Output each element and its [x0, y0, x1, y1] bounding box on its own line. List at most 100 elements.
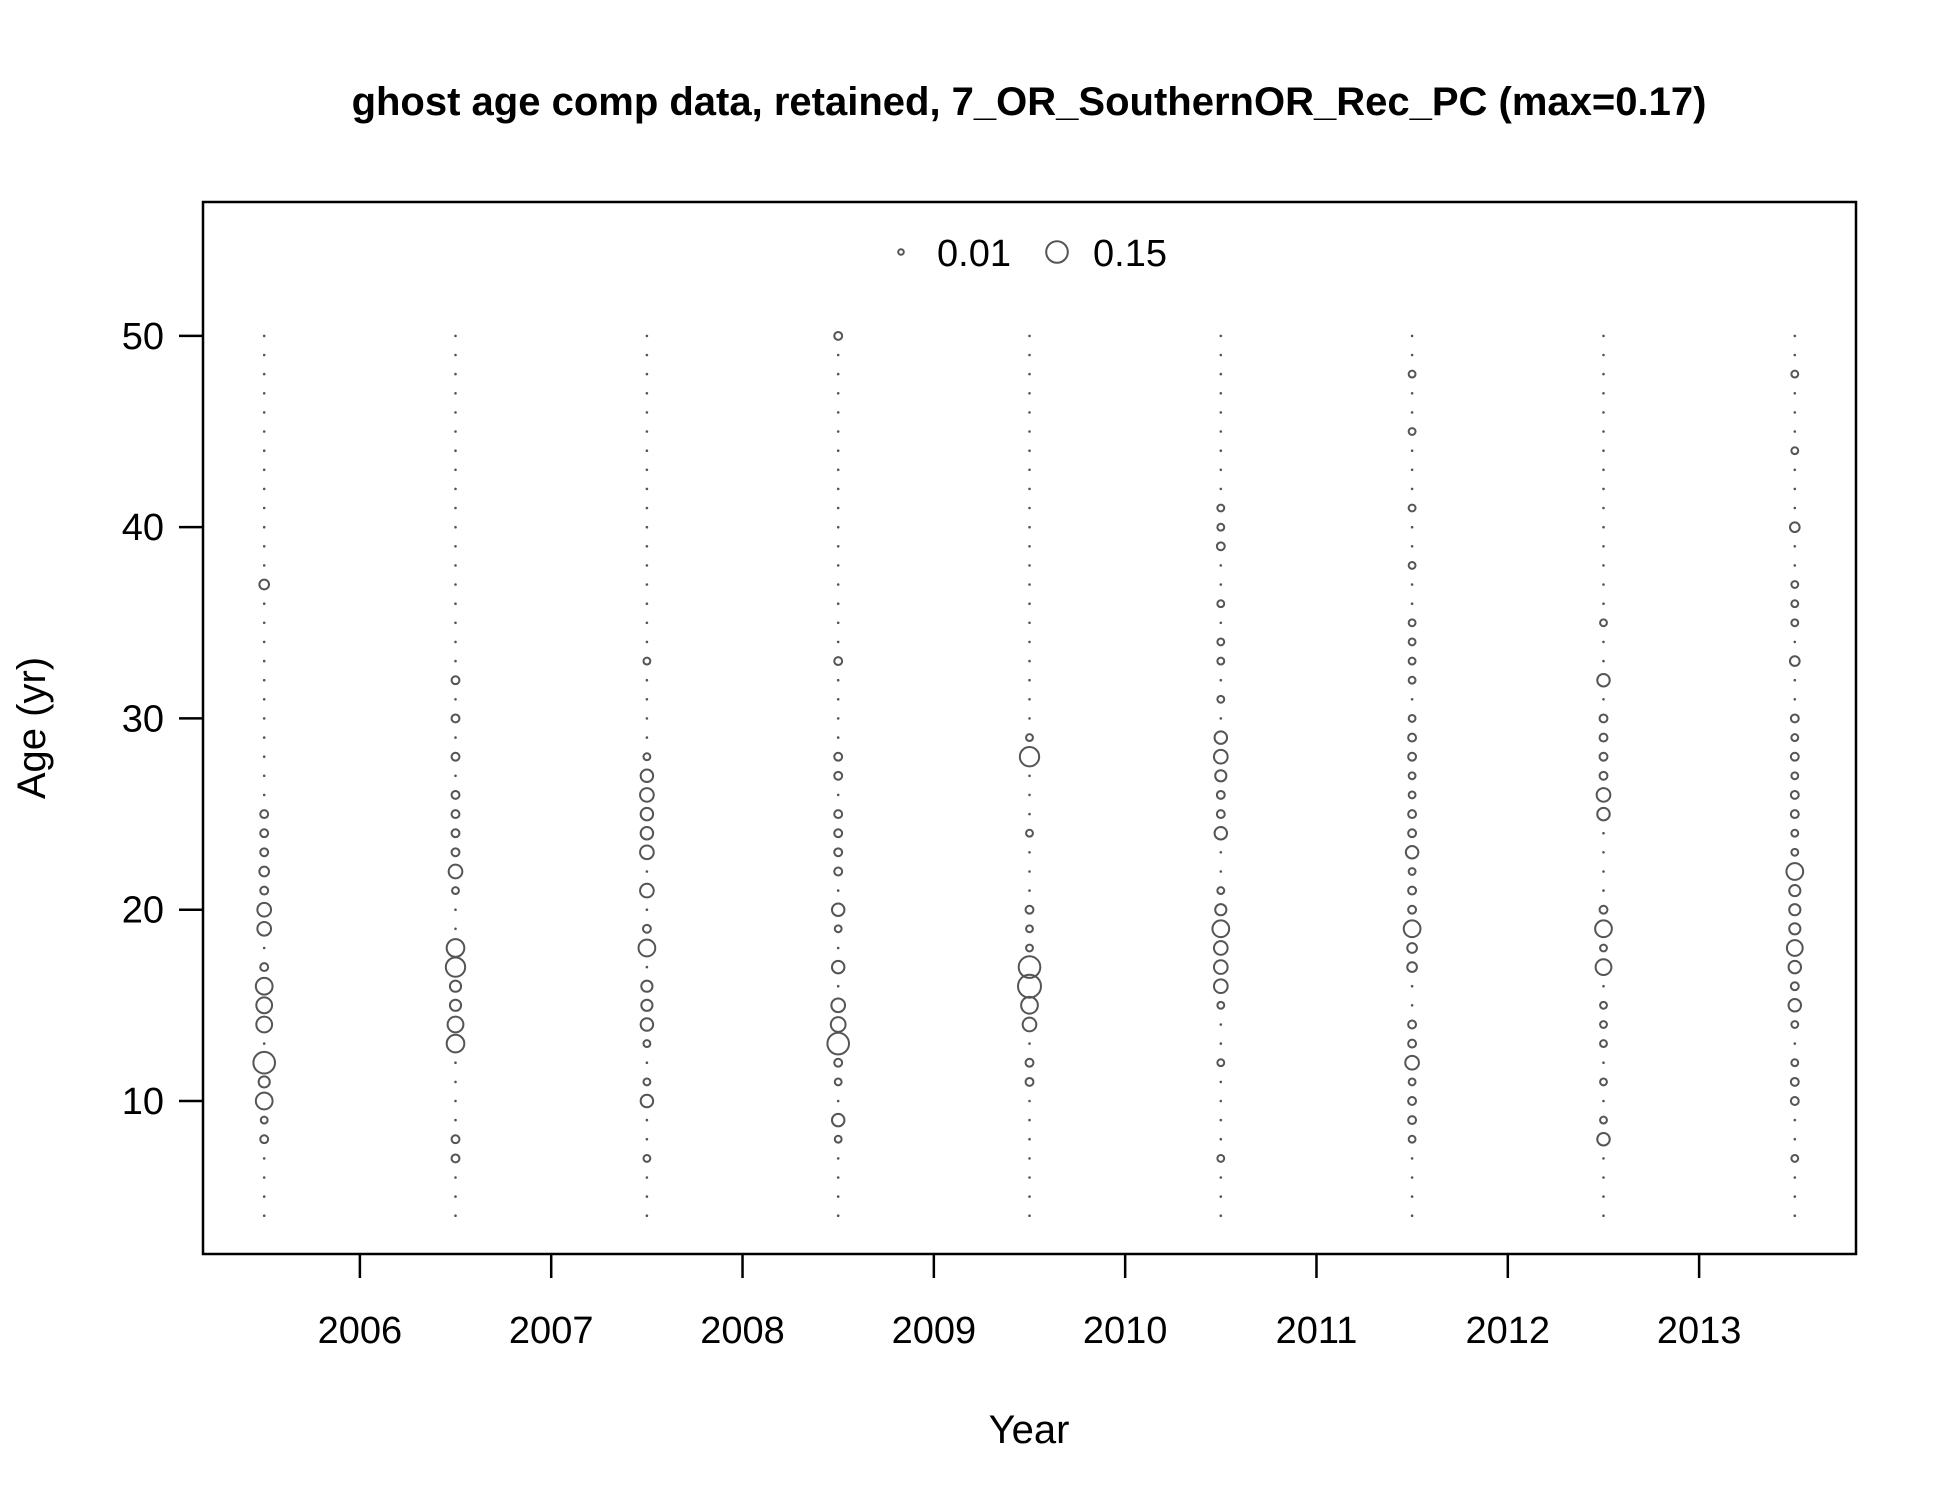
bubble	[1602, 353, 1605, 357]
bubble	[1219, 1042, 1223, 1045]
bubble	[1793, 640, 1797, 644]
bubble	[640, 998, 654, 1012]
bubble	[645, 372, 649, 376]
bubble	[1024, 1076, 1035, 1087]
bubble	[1789, 1076, 1800, 1087]
bubble	[445, 938, 466, 958]
bubble	[645, 1118, 649, 1122]
bubble	[1793, 678, 1797, 682]
bubble	[1793, 1042, 1797, 1045]
bubble	[1410, 525, 1414, 529]
bubble	[1410, 984, 1414, 988]
bubble	[1599, 1039, 1608, 1049]
bubble	[1213, 825, 1229, 841]
bubble	[259, 962, 270, 973]
bubble	[642, 1039, 652, 1049]
bubble	[1404, 845, 1420, 860]
bubble	[254, 1091, 274, 1111]
bubble	[833, 1077, 843, 1087]
bubble	[1024, 904, 1035, 915]
bubble	[1219, 850, 1223, 854]
bubble	[1407, 713, 1417, 723]
bubble	[262, 430, 266, 433]
bubble	[1028, 525, 1031, 529]
x-axis: 2006 2007 2008 2009 2010 2011 2012 2013	[318, 1254, 1741, 1352]
y-axis: 10 20 30 40 50	[122, 316, 203, 1123]
bubble	[454, 1061, 457, 1064]
bubble	[1212, 748, 1229, 765]
bubble	[254, 976, 274, 996]
bubble	[833, 828, 844, 839]
bubble	[454, 372, 457, 376]
bubble	[1599, 618, 1608, 628]
bubble	[1602, 831, 1605, 835]
bubble	[1598, 713, 1609, 724]
bubble	[259, 828, 270, 839]
bubble	[1793, 334, 1797, 338]
bubble	[645, 621, 649, 625]
bubble	[1028, 870, 1031, 873]
bubble	[1410, 1157, 1414, 1160]
legend-marker-large	[1045, 240, 1069, 264]
bubble	[645, 736, 649, 739]
bubble	[645, 564, 649, 567]
bubble	[262, 621, 266, 625]
legend-label-large: 0.15	[1093, 233, 1167, 275]
bubble	[836, 1099, 840, 1103]
bubble	[1028, 430, 1031, 433]
bubble	[259, 885, 270, 896]
legend-marker-small	[897, 248, 905, 256]
bubble	[645, 506, 649, 510]
bubble	[262, 372, 266, 376]
bubble	[1790, 1020, 1800, 1029]
bubble	[454, 353, 457, 357]
bubble	[1602, 391, 1605, 395]
bubble	[1790, 618, 1800, 628]
bubble	[262, 334, 266, 338]
bubble	[1410, 411, 1414, 414]
bubble	[1406, 942, 1418, 954]
bubble	[640, 979, 654, 993]
bubble	[1028, 391, 1031, 395]
bubble	[645, 1176, 649, 1179]
bubble	[1216, 886, 1226, 896]
bubble	[1028, 1118, 1031, 1122]
bubble	[1790, 446, 1800, 456]
bubble	[1410, 468, 1414, 472]
bubble	[1407, 1134, 1417, 1144]
bubble	[454, 659, 457, 663]
bubble	[1219, 487, 1223, 491]
bubble	[1028, 564, 1031, 567]
bubble	[1212, 940, 1229, 956]
bubble	[454, 1099, 457, 1103]
x-tick-label: 2011	[1276, 1310, 1358, 1352]
bubble	[262, 736, 266, 739]
bubble	[1788, 884, 1802, 898]
bubble	[1028, 353, 1031, 357]
bubble	[836, 1195, 840, 1198]
bubble	[1790, 733, 1800, 743]
bubble	[255, 1015, 274, 1034]
bubble	[262, 544, 266, 548]
bubble	[262, 946, 266, 950]
bubble	[1407, 885, 1418, 896]
bubble	[639, 768, 655, 784]
bubble	[1028, 697, 1031, 701]
bubble	[1788, 521, 1801, 534]
bubble	[454, 487, 457, 491]
bubble	[1407, 867, 1417, 876]
bubble	[637, 938, 657, 958]
chart-title: ghost age comp data, retained, 7_OR_Sout…	[352, 80, 1707, 124]
bubble	[1410, 353, 1414, 357]
bubble	[836, 391, 840, 395]
bubble	[645, 544, 649, 548]
x-tick-label: 2006	[318, 1310, 403, 1352]
bubble	[836, 736, 840, 739]
bubble	[1407, 751, 1418, 762]
bubble	[645, 334, 649, 338]
bubble	[836, 602, 840, 605]
bubble	[454, 583, 457, 586]
bubble	[1793, 697, 1797, 701]
bubble	[1410, 602, 1414, 605]
bubble	[1407, 618, 1417, 628]
